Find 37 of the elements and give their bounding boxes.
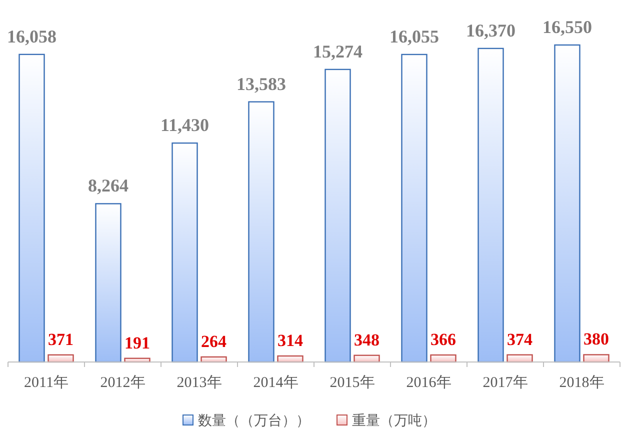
data-label: 15,274 (313, 41, 362, 62)
data-label: 13,583 (236, 74, 286, 94)
data-label: 314 (278, 330, 304, 350)
x-tick-label: 2014年 (253, 374, 298, 391)
legend-label: 数量（（万台）） (198, 413, 310, 429)
bar (583, 354, 610, 363)
bar (554, 44, 580, 363)
bar (172, 142, 198, 363)
x-tick-label: 2012年 (100, 374, 146, 391)
data-label: 348 (354, 330, 380, 350)
data-label: 11,430 (160, 115, 210, 136)
x-tick-label: 2013年 (176, 374, 222, 391)
bar (324, 68, 351, 363)
bar (18, 54, 45, 363)
bar (354, 354, 380, 363)
data-label: 16,055 (390, 26, 439, 46)
data-label: 374 (507, 330, 533, 349)
data-label: 371 (48, 330, 74, 349)
data-label: 380 (584, 330, 609, 349)
x-tick-label: 2016年 (406, 374, 452, 391)
data-label: 264 (201, 332, 227, 351)
data-label: 16,550 (542, 17, 592, 37)
bar (248, 101, 274, 363)
data-label: 16,058 (7, 26, 56, 46)
data-label: 16,370 (466, 20, 516, 40)
bar (478, 48, 504, 363)
x-tick-label: 2015年 (330, 374, 375, 391)
bar (401, 54, 428, 363)
data-label: 8,264 (88, 176, 128, 196)
data-label: 366 (430, 330, 456, 349)
bar (506, 354, 533, 363)
x-tick-label: 2017年 (482, 374, 528, 391)
x-tick-label: 2011年 (24, 374, 68, 391)
x-tick-label: 2018年 (559, 374, 604, 391)
legend-label: 重量（万吨） (352, 413, 436, 429)
bar (95, 203, 122, 363)
data-label: 191 (124, 333, 150, 352)
